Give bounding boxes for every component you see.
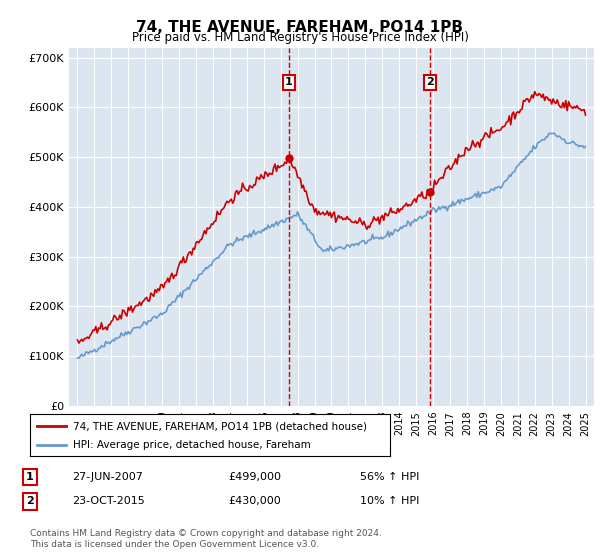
Text: 23-OCT-2015: 23-OCT-2015 <box>72 496 145 506</box>
Text: 74, THE AVENUE, FAREHAM, PO14 1PB (detached house): 74, THE AVENUE, FAREHAM, PO14 1PB (detac… <box>73 421 367 431</box>
Text: HPI: Average price, detached house, Fareham: HPI: Average price, detached house, Fare… <box>73 440 311 450</box>
Text: Price paid vs. HM Land Registry's House Price Index (HPI): Price paid vs. HM Land Registry's House … <box>131 31 469 44</box>
Text: £430,000: £430,000 <box>228 496 281 506</box>
Text: 10% ↑ HPI: 10% ↑ HPI <box>360 496 419 506</box>
Text: £499,000: £499,000 <box>228 472 281 482</box>
Text: 56% ↑ HPI: 56% ↑ HPI <box>360 472 419 482</box>
Text: 1: 1 <box>285 77 293 87</box>
Text: 27-JUN-2007: 27-JUN-2007 <box>72 472 143 482</box>
Text: 74, THE AVENUE, FAREHAM, PO14 1PB: 74, THE AVENUE, FAREHAM, PO14 1PB <box>137 20 464 35</box>
Text: Contains HM Land Registry data © Crown copyright and database right 2024.
This d: Contains HM Land Registry data © Crown c… <box>30 529 382 549</box>
Text: 1: 1 <box>26 472 34 482</box>
Text: 2: 2 <box>26 496 34 506</box>
Text: 2: 2 <box>426 77 434 87</box>
